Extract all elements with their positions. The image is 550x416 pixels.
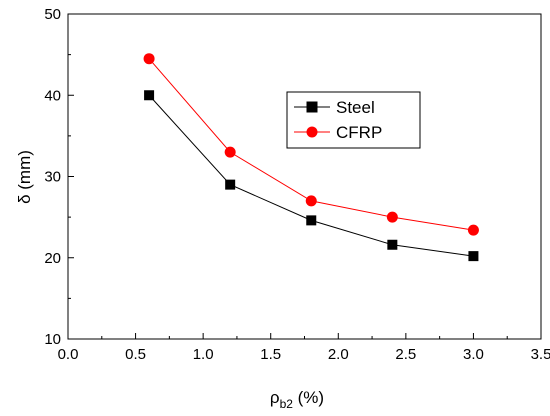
data-point-steel xyxy=(387,239,398,250)
y-tick-label: 40 xyxy=(44,87,61,104)
data-point-cfrp xyxy=(143,53,155,65)
axes xyxy=(67,13,542,340)
x-tick-label: 1.0 xyxy=(193,346,214,363)
series-layer xyxy=(143,53,479,262)
legend-label-cfrp: CFRP xyxy=(336,123,382,142)
data-point-steel xyxy=(225,179,236,190)
y-tick-label: 10 xyxy=(44,331,61,348)
tick-labels: 0.0 0.5 1.0 1.5 2.0 2.5 3.0 3.5 10 20 30 40 50 xyxy=(44,6,550,363)
y-tick-label: 30 xyxy=(44,169,61,186)
y-tick-label: 50 xyxy=(44,6,61,23)
x-tick-label: 1.5 xyxy=(260,346,281,363)
x-tick-label: 3.0 xyxy=(463,346,484,363)
legend-label-steel: Steel xyxy=(336,98,375,117)
x-tick-label: 0.5 xyxy=(125,346,146,363)
data-point-cfrp xyxy=(386,211,398,223)
x-axis-title: ρb2 (%) xyxy=(270,388,324,411)
x-axis-title-unit: (%) xyxy=(293,388,324,407)
x-axis-title-subscript: b2 xyxy=(280,397,294,411)
legend: Steel CFRP xyxy=(286,91,421,149)
legend-marker-cfrp xyxy=(306,126,318,138)
y-tick-label: 20 xyxy=(44,250,61,267)
x-tick-label: 2.0 xyxy=(328,346,349,363)
y-axis-title: δ (mm) xyxy=(15,150,34,204)
data-point-cfrp xyxy=(467,224,479,236)
x-tick-label: 0.0 xyxy=(58,346,79,363)
data-point-cfrp xyxy=(305,195,317,207)
x-axis-title-main: ρ xyxy=(270,388,280,407)
data-point-steel xyxy=(468,251,479,262)
data-point-steel xyxy=(144,90,155,101)
legend-box xyxy=(286,91,421,149)
legend-marker-steel xyxy=(306,101,318,113)
data-point-steel xyxy=(306,215,317,226)
x-tick-label: 2.5 xyxy=(395,346,416,363)
data-point-cfrp xyxy=(224,146,236,158)
x-tick-label: 3.5 xyxy=(531,346,550,363)
plot-frame xyxy=(67,13,542,340)
